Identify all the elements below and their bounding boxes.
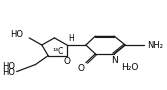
Text: NH₂: NH₂	[147, 40, 163, 50]
Text: O: O	[77, 65, 84, 74]
Text: ¹³C: ¹³C	[52, 47, 64, 56]
Text: N: N	[111, 56, 118, 65]
Text: H: H	[69, 34, 74, 43]
Text: HO: HO	[10, 30, 23, 39]
Text: O: O	[63, 57, 70, 66]
Text: HO: HO	[2, 68, 15, 77]
Text: HO: HO	[2, 62, 15, 71]
Text: H₂O: H₂O	[121, 63, 139, 72]
